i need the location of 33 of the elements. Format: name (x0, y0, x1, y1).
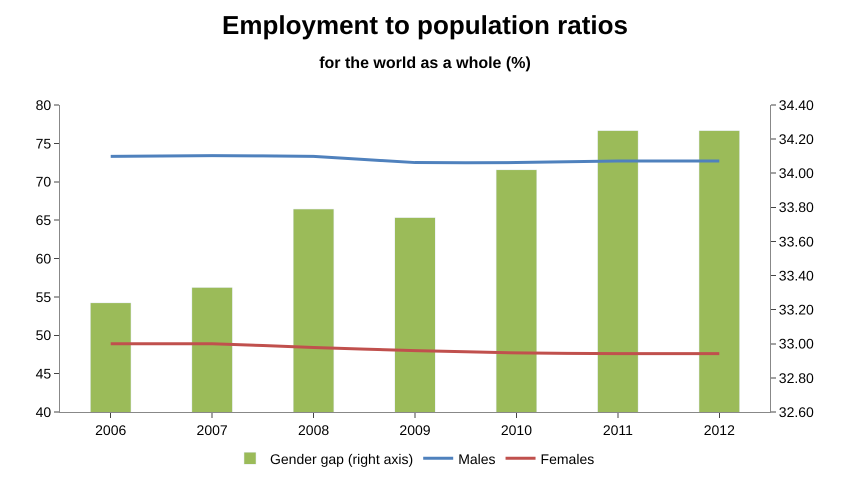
y-tick-label: 50 (36, 327, 52, 344)
x-tick-label: 2007 (196, 422, 228, 438)
legend-label: Males (458, 450, 496, 467)
x-tick-label: 2011 (602, 422, 634, 438)
x-tick-label: 2008 (298, 422, 330, 438)
y2-tick-label: 33.60 (778, 233, 814, 250)
y2-tick-label: 32.60 (778, 404, 814, 420)
y2-tick-label: 33.80 (778, 199, 814, 216)
y-tick-label: 80 (36, 96, 52, 113)
legend-label: Gender gap (right axis) (270, 450, 414, 467)
y-tick-label: 45 (36, 366, 52, 382)
y2-tick-label: 34.40 (778, 96, 814, 113)
x-tick-label: 2009 (399, 422, 431, 438)
y-tick-label: 55 (36, 288, 52, 305)
x-tick-label: 2012 (704, 422, 736, 438)
y2-tick-label: 33.40 (778, 267, 814, 284)
y-tick-label: 40 (36, 404, 52, 420)
legend-label: Females (540, 450, 594, 467)
y-tick-label: 60 (36, 250, 52, 266)
x-tick-label: 2006 (95, 422, 126, 438)
y2-tick-label: 32.80 (778, 370, 814, 386)
y-tick-label: 65 (36, 212, 52, 228)
y2-tick-label: 33.00 (778, 336, 814, 352)
y2-tick-label: 34.20 (778, 131, 814, 148)
chart-subtitle: for the world as a whole (%) (319, 54, 531, 72)
y-tick-label: 70 (36, 174, 52, 190)
line-series (109, 154, 721, 164)
y-tick-label: 75 (36, 135, 52, 152)
line-series (109, 342, 721, 356)
x-tick-label: 2010 (500, 422, 532, 438)
y2-tick-label: 33.20 (778, 302, 814, 318)
y2-tick-label: 34.00 (778, 165, 814, 182)
chart-title: Employment to population ratios (222, 10, 628, 40)
